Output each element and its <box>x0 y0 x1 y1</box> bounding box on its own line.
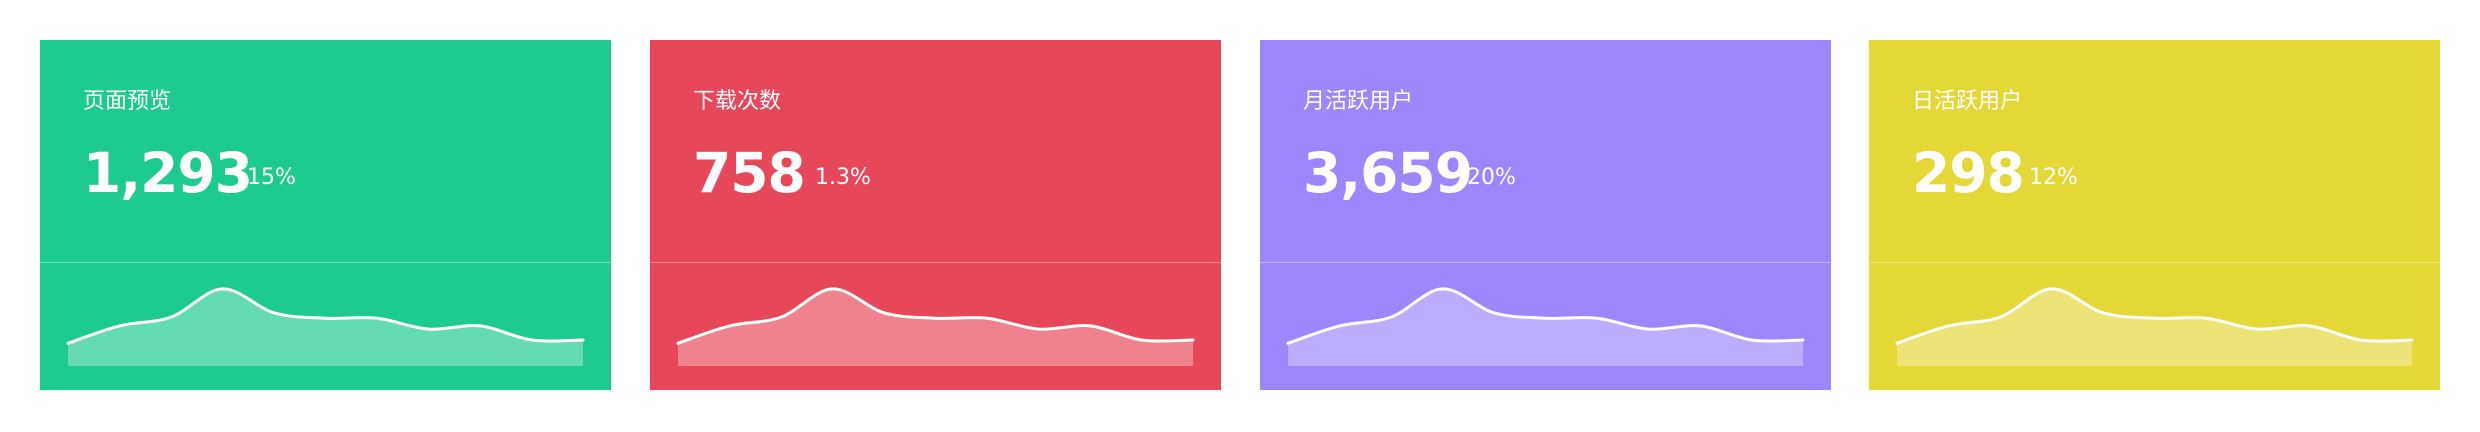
sparkline-line <box>1895 287 2414 345</box>
card-title: 页面预览 <box>83 89 172 114</box>
card-divider <box>1260 262 1831 263</box>
stat-cards: 页面预览 1,293 15% 下载次数 758 1.3% 月活跃用户 3,659… <box>40 40 2440 390</box>
sparkline-chart <box>650 263 1221 390</box>
card-title: 月活跃用户 <box>1303 89 1414 114</box>
sparkline-svg <box>1895 287 2414 366</box>
sparkline-chart <box>1869 263 2440 390</box>
sparkline-line <box>66 287 585 345</box>
sparkline-svg <box>1286 287 1805 366</box>
card-title: 日活跃用户 <box>1912 89 2023 114</box>
sparkline-chart <box>1260 263 1831 390</box>
card-value: 3,659 <box>1303 141 1473 205</box>
sparkline-chart <box>40 263 611 390</box>
card-percent: 1.3% <box>815 165 871 190</box>
card-percent: 12% <box>2029 165 2078 190</box>
sparkline-line <box>1286 287 1805 345</box>
card-value: 758 <box>693 141 806 205</box>
stat-card-daily-active-users: 日活跃用户 298 12% <box>1869 40 2440 390</box>
stat-card-monthly-active-users: 月活跃用户 3,659 20% <box>1260 40 1831 390</box>
sparkline-area <box>1897 288 2412 366</box>
sparkline-svg <box>676 287 1195 366</box>
card-value: 1,293 <box>83 141 253 205</box>
card-value: 298 <box>1912 141 2025 205</box>
sparkline-area <box>68 288 583 366</box>
card-divider <box>650 262 1221 263</box>
sparkline-line <box>676 287 1195 345</box>
card-percent: 20% <box>1467 165 1516 190</box>
stat-card-downloads: 下载次数 758 1.3% <box>650 40 1221 390</box>
card-divider <box>1869 262 2440 263</box>
sparkline-area <box>1288 288 1803 366</box>
sparkline-svg <box>66 287 585 366</box>
card-divider <box>40 262 611 263</box>
card-percent: 15% <box>247 165 296 190</box>
card-title: 下载次数 <box>693 89 782 114</box>
sparkline-area <box>678 288 1193 366</box>
stat-card-page-views: 页面预览 1,293 15% <box>40 40 611 390</box>
